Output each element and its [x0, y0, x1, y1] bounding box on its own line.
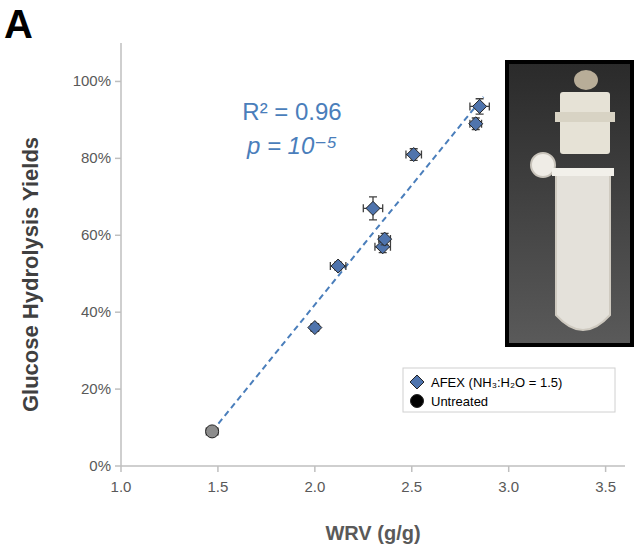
- point: [407, 148, 421, 162]
- annotation: R² = 0.96: [242, 98, 341, 125]
- point: [473, 99, 487, 113]
- photo-pellet: [574, 70, 598, 90]
- x-tick-label: 3.0: [498, 478, 519, 495]
- x-tick: [605, 466, 607, 472]
- point: [308, 321, 322, 335]
- point: [206, 425, 219, 438]
- x-tick-label: 1.0: [111, 478, 132, 495]
- photo-tube-rim: [552, 168, 614, 176]
- legend-marker: [411, 395, 424, 408]
- x-axis: [121, 465, 625, 467]
- point: [469, 117, 483, 131]
- y-tick-label: 0%: [89, 457, 111, 474]
- x-tick: [314, 466, 316, 472]
- chart: 0% 20% 40% 60% 80% 100% 1.0 1.5 2.0 2.5 3.0 3.5 WRV …: [0, 0, 639, 553]
- legend-label: Untreated: [431, 394, 488, 409]
- y-axis-title: Glucose Hydrolysis Yields: [18, 137, 43, 412]
- x-tick: [120, 466, 122, 472]
- legend-marker: [410, 375, 424, 389]
- x-tick: [411, 466, 413, 472]
- y-tick-label: 100%: [73, 72, 111, 89]
- photo-filter-rim: [555, 112, 615, 122]
- y-tick-label: 80%: [81, 149, 111, 166]
- x-tick: [508, 466, 510, 472]
- panel-letter: A: [4, 2, 33, 46]
- y-tick-label: 20%: [81, 380, 111, 397]
- inset-photo: [507, 62, 632, 345]
- x-tick: [217, 466, 219, 472]
- photo-tube: [556, 172, 610, 330]
- legend: AFEX (NH₃:H₂O = 1.5) Untreated: [403, 368, 615, 412]
- x-tick-label: 2.5: [401, 478, 422, 495]
- x-tick-label: 1.5: [207, 478, 228, 495]
- y-tick: [115, 81, 121, 83]
- annotation: p = 10⁻⁵: [246, 132, 337, 159]
- y-axis: [120, 43, 122, 466]
- x-tick-label: 3.5: [595, 478, 616, 495]
- y-tick-label: 60%: [81, 226, 111, 243]
- point: [378, 232, 392, 246]
- y-tick: [115, 235, 121, 237]
- photo-frame: [507, 62, 632, 345]
- point: [366, 201, 380, 215]
- y-tick: [115, 388, 121, 390]
- y-tick: [115, 158, 121, 160]
- x-tick-label: 2.0: [304, 478, 325, 495]
- legend-box: [403, 368, 615, 412]
- legend-label: AFEX (NH₃:H₂O = 1.5): [431, 375, 562, 390]
- y-tick: [115, 465, 121, 467]
- photo-filter: [560, 92, 610, 154]
- photo-cap: [531, 153, 555, 177]
- point: [331, 259, 345, 273]
- y-tick-label: 40%: [81, 303, 111, 320]
- y-tick: [115, 311, 121, 313]
- x-axis-title: WRV (g/g): [325, 522, 420, 544]
